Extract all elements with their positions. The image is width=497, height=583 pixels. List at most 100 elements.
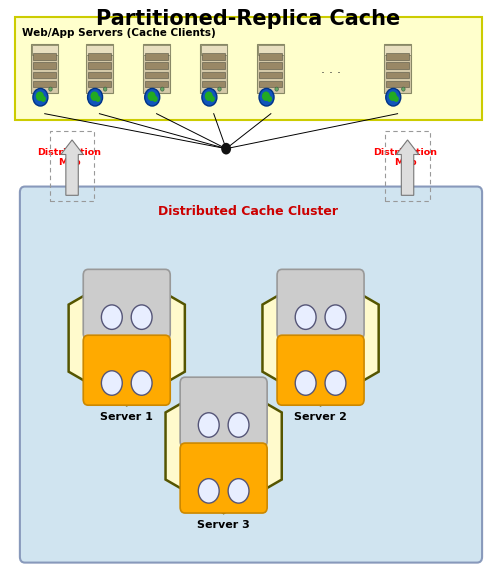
Circle shape <box>394 96 399 102</box>
Text: Replica 3: Replica 3 <box>106 353 148 362</box>
FancyBboxPatch shape <box>386 54 409 59</box>
FancyBboxPatch shape <box>88 80 111 87</box>
Text: . . .: . . . <box>321 64 340 76</box>
Text: 1: 1 <box>108 312 115 322</box>
Text: 1: 1 <box>302 378 309 388</box>
Text: Web/App Servers (Cache Clients): Web/App Servers (Cache Clients) <box>22 28 216 38</box>
FancyBboxPatch shape <box>202 72 225 78</box>
Polygon shape <box>69 271 185 405</box>
FancyBboxPatch shape <box>33 62 56 69</box>
FancyBboxPatch shape <box>145 62 168 69</box>
FancyBboxPatch shape <box>277 269 364 339</box>
Circle shape <box>49 87 52 91</box>
FancyBboxPatch shape <box>86 44 113 93</box>
Circle shape <box>103 87 107 91</box>
Text: Distribution
Map: Distribution Map <box>38 147 101 167</box>
Text: Server 2: Server 2 <box>294 412 347 423</box>
Text: 6: 6 <box>138 378 145 388</box>
Circle shape <box>202 89 217 106</box>
FancyBboxPatch shape <box>386 62 409 69</box>
FancyBboxPatch shape <box>88 62 111 69</box>
FancyBboxPatch shape <box>277 335 364 405</box>
FancyBboxPatch shape <box>384 44 411 93</box>
Circle shape <box>221 143 231 154</box>
FancyBboxPatch shape <box>385 45 411 55</box>
Polygon shape <box>166 379 282 513</box>
Text: 4: 4 <box>332 312 339 322</box>
FancyBboxPatch shape <box>145 80 168 87</box>
Text: Partition 2: Partition 2 <box>297 287 344 296</box>
Circle shape <box>101 305 122 329</box>
Text: Distributed Cache Cluster: Distributed Cache Cluster <box>159 205 338 218</box>
Circle shape <box>36 92 44 101</box>
Circle shape <box>90 92 98 101</box>
FancyBboxPatch shape <box>180 443 267 513</box>
Circle shape <box>131 371 152 395</box>
Circle shape <box>161 87 164 91</box>
Text: Partition 3: Partition 3 <box>200 395 247 404</box>
FancyBboxPatch shape <box>202 54 225 59</box>
Polygon shape <box>262 271 379 405</box>
Circle shape <box>198 479 219 503</box>
Circle shape <box>262 92 270 101</box>
Text: Partitioned-Replica Cache: Partitioned-Replica Cache <box>96 9 401 29</box>
Circle shape <box>402 87 405 91</box>
Circle shape <box>386 89 401 106</box>
Circle shape <box>87 89 102 106</box>
FancyBboxPatch shape <box>33 72 56 78</box>
Circle shape <box>95 96 100 102</box>
Text: 2: 2 <box>332 378 339 388</box>
Circle shape <box>295 305 316 329</box>
Circle shape <box>267 96 272 102</box>
FancyBboxPatch shape <box>258 45 284 55</box>
FancyBboxPatch shape <box>88 72 111 78</box>
Circle shape <box>389 92 397 101</box>
Text: Partition 1: Partition 1 <box>103 287 150 296</box>
FancyBboxPatch shape <box>259 54 282 59</box>
FancyBboxPatch shape <box>33 54 56 59</box>
Circle shape <box>275 87 278 91</box>
FancyBboxPatch shape <box>180 377 267 447</box>
Text: Distribution
Map: Distribution Map <box>373 147 437 167</box>
FancyBboxPatch shape <box>144 45 169 55</box>
Circle shape <box>145 89 160 106</box>
FancyBboxPatch shape <box>259 72 282 78</box>
FancyBboxPatch shape <box>83 335 170 405</box>
Circle shape <box>33 89 48 106</box>
Circle shape <box>41 96 46 102</box>
Text: 3: 3 <box>205 486 212 496</box>
Circle shape <box>218 87 221 91</box>
FancyBboxPatch shape <box>143 44 170 93</box>
Text: 5: 5 <box>205 420 212 430</box>
Circle shape <box>325 371 346 395</box>
Circle shape <box>101 371 122 395</box>
FancyBboxPatch shape <box>259 80 282 87</box>
Circle shape <box>228 479 249 503</box>
Circle shape <box>198 413 219 437</box>
Text: Server 1: Server 1 <box>100 412 153 423</box>
FancyBboxPatch shape <box>83 269 170 339</box>
FancyBboxPatch shape <box>31 44 58 93</box>
FancyBboxPatch shape <box>86 45 112 55</box>
FancyBboxPatch shape <box>259 62 282 69</box>
FancyBboxPatch shape <box>145 54 168 59</box>
FancyBboxPatch shape <box>20 187 482 563</box>
Circle shape <box>205 92 213 101</box>
FancyBboxPatch shape <box>200 44 227 93</box>
FancyBboxPatch shape <box>201 45 227 55</box>
FancyBboxPatch shape <box>202 80 225 87</box>
FancyArrow shape <box>397 140 418 195</box>
Text: Server 3: Server 3 <box>197 520 250 531</box>
Text: Replica 2: Replica 2 <box>203 461 245 470</box>
Circle shape <box>295 371 316 395</box>
Text: 4: 4 <box>235 486 242 496</box>
FancyBboxPatch shape <box>145 72 168 78</box>
Text: Replica 1: Replica 1 <box>300 353 341 362</box>
FancyBboxPatch shape <box>32 45 58 55</box>
Circle shape <box>259 89 274 106</box>
Circle shape <box>228 413 249 437</box>
FancyBboxPatch shape <box>386 72 409 78</box>
Circle shape <box>210 96 215 102</box>
Text: 3: 3 <box>302 312 309 322</box>
Circle shape <box>148 92 156 101</box>
